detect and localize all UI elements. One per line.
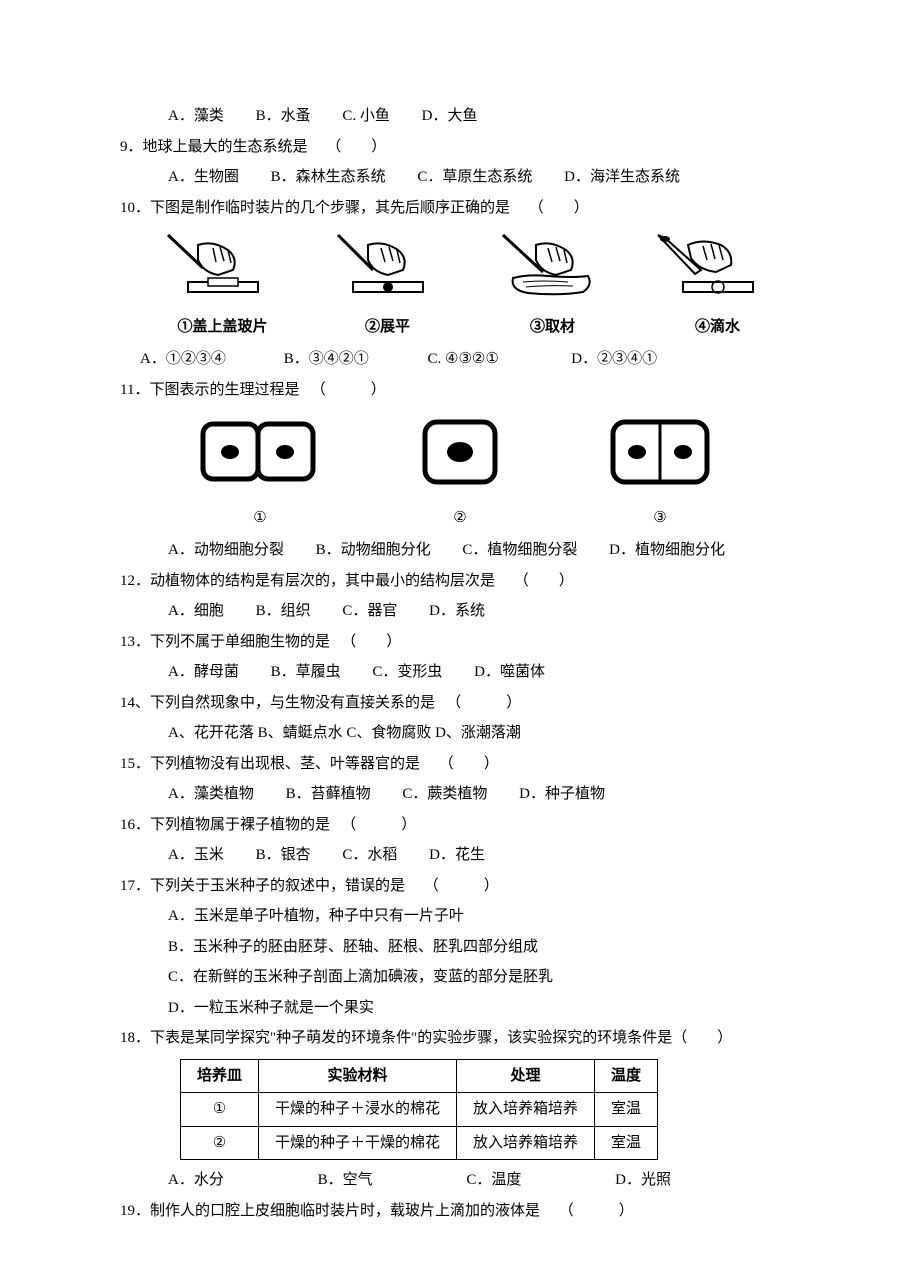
q10-label-1: ①盖上盖玻片 xyxy=(158,313,288,342)
q10-label-2: ②展平 xyxy=(323,313,453,342)
q10-opt-d: D．②③④① xyxy=(571,345,657,374)
q11-opt-a: A．动物细胞分裂 xyxy=(168,536,284,565)
q18-opt-d: D．光照 xyxy=(615,1166,671,1195)
q10-opt-a: A．①②③④ xyxy=(140,345,280,374)
q16-opt-d: D．花生 xyxy=(429,841,485,870)
q9-opt-b: B．森林生态系统 xyxy=(271,163,386,192)
q11-fig-2: ② xyxy=(395,416,525,532)
th-temp: 温度 xyxy=(595,1059,658,1093)
q15-opt-a: A．藻类植物 xyxy=(168,780,254,809)
table-header-row: 培养皿 实验材料 处理 温度 xyxy=(181,1059,658,1093)
q13-opt-a: A．酵母菌 xyxy=(168,658,239,687)
q18-table: 培养皿 实验材料 处理 温度 ① 干燥的种子＋浸水的棉花 放入培养箱培养 室温 … xyxy=(180,1059,658,1161)
q11-label-1: ① xyxy=(195,504,325,533)
q12-opt-a: A．细胞 xyxy=(168,597,224,626)
q18-stem: 18．下表是某同学探究"种子萌发的环境条件"的实验步骤，该实验探究的环境条件是（… xyxy=(120,1024,800,1053)
q11-opt-b: B．动物细胞分化 xyxy=(316,536,431,565)
th-process: 处理 xyxy=(457,1059,595,1093)
hand-drop-icon xyxy=(653,230,783,300)
q9-stem: 9．地球上最大的生态系统是 （ ） xyxy=(120,133,800,162)
q9-opt-d: D．海洋生态系统 xyxy=(564,163,680,192)
q10-fig-1: ①盖上盖玻片 xyxy=(158,230,288,341)
q9-options: A．生物圈 B．森林生态系统 C．草原生态系统 D．海洋生态系统 xyxy=(120,163,800,192)
q10-options: A．①②③④ B．③④②① C. ④③②① D．②③④① xyxy=(120,345,800,374)
q12-opt-c: C．器官 xyxy=(342,597,397,626)
q14-stem: 14、下列自然现象中，与生物没有直接关系的是 （ ） xyxy=(120,689,800,718)
q15-opt-b: B．苔藓植物 xyxy=(286,780,371,809)
q11-options: A．动物细胞分裂 B．动物细胞分化 C．植物细胞分裂 D．植物细胞分化 xyxy=(120,536,800,565)
q8-opt-c: C. 小鱼 xyxy=(342,102,390,131)
q16-opt-b: B．银杏 xyxy=(256,841,311,870)
q11-stem: 11．下图表示的生理过程是 （ ） xyxy=(120,376,800,405)
q8-opt-a: A．藻类 xyxy=(168,102,224,131)
two-cells-icon xyxy=(195,416,325,491)
q9-opt-c: C．草原生态系统 xyxy=(417,163,532,192)
q16-options: A．玉米 B．银杏 C．水稻 D．花生 xyxy=(120,841,800,870)
hand-coverslip-icon xyxy=(158,230,288,300)
q10-fig-2: ②展平 xyxy=(323,230,453,341)
dividing-cell-icon xyxy=(595,416,725,491)
q13-opt-b: B．草履虫 xyxy=(271,658,341,687)
q15-opt-d: D．种子植物 xyxy=(519,780,605,809)
q16-stem: 16．下列植物属于裸子植物的是 （ ） xyxy=(120,811,800,840)
q14-options: A、花开花落 B、蜻蜓点水 C、食物腐败 D、涨潮落潮 xyxy=(120,719,800,748)
q18-options: A．水分 B．空气 C．温度 D．光照 xyxy=(120,1166,800,1195)
q10-opt-b: B．③④②① xyxy=(284,345,424,374)
q11-fig-3: ③ xyxy=(595,416,725,532)
q12-opt-b: B．组织 xyxy=(256,597,311,626)
q11-opt-d: D．植物细胞分化 xyxy=(609,536,725,565)
q10-opt-c: C. ④③②① xyxy=(428,345,568,374)
q12-opt-d: D．系统 xyxy=(429,597,485,626)
q13-opt-c: C．变形虫 xyxy=(372,658,442,687)
q17-opt-b: B．玉米种子的胚由胚芽、胚轴、胚根、胚乳四部分组成 xyxy=(120,933,800,962)
q13-opt-d: D．噬菌体 xyxy=(474,658,545,687)
q17-opt-a: A．玉米是单子叶植物，种子中只有一片子叶 xyxy=(120,902,800,931)
hand-spread-icon xyxy=(323,230,453,300)
q10-label-4: ④滴水 xyxy=(653,313,783,342)
q13-stem: 13．下列不属于单细胞生物的是 （ ） xyxy=(120,628,800,657)
q16-opt-c: C．水稻 xyxy=(342,841,397,870)
q11-label-2: ② xyxy=(395,504,525,533)
q17-stem: 17．下列关于玉米种子的叙述中，错误的是 （ ） xyxy=(120,872,800,901)
q16-opt-a: A．玉米 xyxy=(168,841,224,870)
q17-opt-c: C．在新鲜的玉米种子剖面上滴加碘液，变蓝的部分是胚乳 xyxy=(120,963,800,992)
q18-opt-c: C．温度 xyxy=(466,1166,521,1195)
q12-options: A．细胞 B．组织 C．器官 D．系统 xyxy=(120,597,800,626)
q17-opt-d: D．一粒玉米种子就是一个果实 xyxy=(120,994,800,1023)
th-dish: 培养皿 xyxy=(181,1059,259,1093)
one-cell-icon xyxy=(395,416,525,491)
q11-opt-c: C．植物细胞分裂 xyxy=(462,536,577,565)
q8-opt-d: D．大鱼 xyxy=(422,102,478,131)
q11-figures: ① ② ③ xyxy=(160,416,760,532)
q10-label-3: ③取材 xyxy=(488,313,618,342)
table-row: ② 干燥的种子＋干燥的棉花 放入培养箱培养 室温 xyxy=(181,1126,658,1160)
table-row: ① 干燥的种子＋浸水的棉花 放入培养箱培养 室温 xyxy=(181,1093,658,1127)
q10-figures: ①盖上盖玻片 ②展平 ③取材 ④滴水 xyxy=(140,230,800,341)
q9-opt-a: A．生物圈 xyxy=(168,163,239,192)
q10-fig-4: ④滴水 xyxy=(653,230,783,341)
q18-opt-a: A．水分 xyxy=(168,1166,224,1195)
q8-options: A．藻类 B．水蚤 C. 小鱼 D．大鱼 xyxy=(120,102,800,131)
q11-label-3: ③ xyxy=(595,504,725,533)
th-material: 实验材料 xyxy=(259,1059,457,1093)
q11-fig-1: ① xyxy=(195,416,325,532)
q19-stem: 19．制作人的口腔上皮细胞临时装片时，载玻片上滴加的液体是 （ ） xyxy=(120,1197,800,1226)
q15-options: A．藻类植物 B．苔藓植物 C．蕨类植物 D．种子植物 xyxy=(120,780,800,809)
q15-stem: 15．下列植物没有出现根、茎、叶等器官的是 （ ） xyxy=(120,750,800,779)
q8-opt-b: B．水蚤 xyxy=(256,102,311,131)
q10-fig-3: ③取材 xyxy=(488,230,618,341)
hand-sample-icon xyxy=(488,230,618,300)
q13-options: A．酵母菌 B．草履虫 C．变形虫 D．噬菌体 xyxy=(120,658,800,687)
q18-opt-b: B．空气 xyxy=(318,1166,373,1195)
q12-stem: 12．动植物体的结构是有层次的，其中最小的结构层次是 （ ） xyxy=(120,567,800,596)
q15-opt-c: C．蕨类植物 xyxy=(402,780,487,809)
q10-stem: 10．下图是制作临时装片的几个步骤，其先后顺序正确的是 （ ） xyxy=(120,194,800,223)
